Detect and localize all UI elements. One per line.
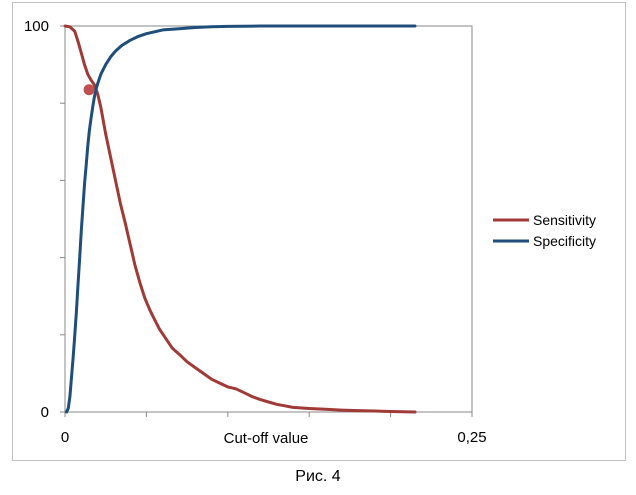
series-line-specificity xyxy=(65,24,417,414)
axes xyxy=(60,25,473,417)
x-tick-label: 0 xyxy=(61,429,69,446)
series-layer xyxy=(63,24,417,414)
chart-frame xyxy=(12,2,626,461)
intersection-marker xyxy=(83,84,95,96)
y-tick-label: 100 xyxy=(24,18,49,35)
tick-label-layer: 0 0,25 0 100 xyxy=(24,18,487,446)
figure-caption: Рис. 4 xyxy=(295,468,341,485)
x-tick-label: 0,25 xyxy=(457,429,486,446)
marker-layer xyxy=(83,84,95,96)
legend: Sensitivity Specificity xyxy=(493,212,596,249)
x-axis-title: Cut-off value xyxy=(224,430,309,447)
y-tick-label: 0 xyxy=(41,404,49,421)
legend-label-specificity: Specificity xyxy=(533,233,596,249)
plot-area-border xyxy=(64,25,473,413)
legend-label-sensitivity: Sensitivity xyxy=(533,212,596,228)
series-line-sensitivity xyxy=(63,24,417,414)
